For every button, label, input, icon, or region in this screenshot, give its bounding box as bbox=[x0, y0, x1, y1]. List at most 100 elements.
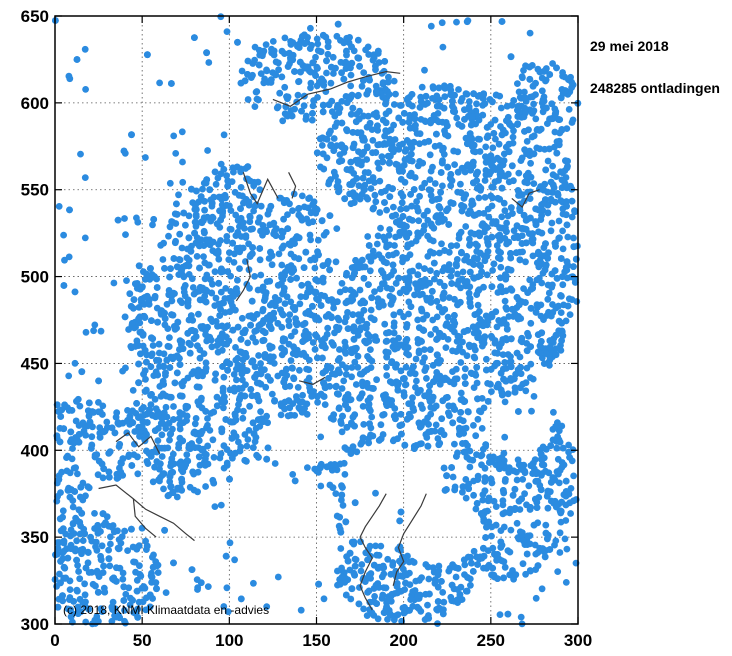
discharge-point bbox=[465, 98, 473, 105]
discharge-point bbox=[274, 320, 282, 327]
discharge-point bbox=[446, 82, 454, 90]
discharge-point bbox=[486, 453, 493, 461]
discharge-point bbox=[505, 464, 513, 472]
discharge-point bbox=[564, 302, 572, 310]
discharge-point bbox=[400, 375, 407, 382]
discharge-point bbox=[202, 179, 210, 187]
discharge-point bbox=[361, 186, 368, 194]
discharge-point bbox=[501, 297, 509, 305]
discharge-point bbox=[447, 273, 455, 280]
discharge-point bbox=[453, 338, 461, 345]
discharge-point bbox=[349, 104, 357, 112]
discharge-point bbox=[463, 18, 471, 26]
discharge-point bbox=[462, 494, 470, 502]
discharge-point bbox=[227, 288, 235, 295]
discharge-point bbox=[400, 392, 408, 400]
discharge-point bbox=[133, 400, 141, 407]
discharge-point bbox=[170, 559, 177, 567]
discharge-point bbox=[162, 425, 170, 432]
discharge-point bbox=[519, 476, 527, 483]
discharge-point bbox=[191, 34, 198, 41]
discharge-point bbox=[108, 617, 116, 625]
discharge-point bbox=[552, 351, 560, 359]
discharge-point bbox=[422, 561, 430, 568]
discharge-point bbox=[396, 228, 404, 236]
discharge-point bbox=[354, 364, 362, 371]
discharge-point bbox=[364, 169, 372, 177]
discharge-point bbox=[202, 483, 210, 490]
discharge-point bbox=[562, 477, 570, 485]
discharge-point bbox=[389, 294, 397, 302]
discharge-point bbox=[330, 70, 337, 77]
discharge-point bbox=[234, 38, 241, 46]
discharge-point bbox=[75, 431, 83, 438]
discharge-point bbox=[354, 352, 362, 360]
discharge-point bbox=[536, 145, 544, 153]
discharge-point bbox=[432, 325, 439, 333]
discharge-point bbox=[88, 568, 96, 576]
discharge-point bbox=[251, 103, 259, 110]
discharge-point bbox=[480, 544, 487, 552]
discharge-point bbox=[239, 414, 247, 422]
discharge-point bbox=[57, 489, 64, 496]
discharge-point bbox=[198, 446, 206, 454]
discharge-point bbox=[392, 90, 399, 98]
discharge-point bbox=[139, 332, 147, 339]
discharge-point bbox=[237, 205, 244, 213]
discharge-point bbox=[532, 115, 540, 123]
discharge-point bbox=[210, 454, 218, 461]
discharge-point bbox=[135, 262, 143, 270]
discharge-point bbox=[192, 415, 200, 422]
discharge-point bbox=[327, 414, 335, 422]
discharge-point bbox=[60, 282, 68, 289]
discharge-point bbox=[340, 377, 348, 385]
discharge-point bbox=[488, 283, 496, 290]
discharge-point bbox=[546, 356, 554, 363]
discharge-point bbox=[461, 365, 469, 373]
discharge-point bbox=[499, 487, 507, 494]
discharge-point bbox=[381, 132, 388, 140]
discharge-point bbox=[195, 453, 203, 461]
discharge-point bbox=[151, 293, 159, 300]
discharge-point bbox=[324, 324, 332, 332]
discharge-point bbox=[155, 349, 163, 357]
discharge-point bbox=[342, 343, 349, 350]
discharge-point bbox=[220, 603, 228, 610]
discharge-point bbox=[432, 402, 440, 410]
discharge-point bbox=[466, 463, 474, 471]
discharge-point bbox=[343, 269, 350, 277]
discharge-point bbox=[325, 374, 332, 382]
discharge-point bbox=[369, 137, 377, 144]
discharge-point bbox=[482, 143, 490, 151]
discharge-point bbox=[485, 518, 493, 526]
discharge-point bbox=[378, 153, 386, 161]
discharge-point bbox=[559, 281, 567, 289]
discharge-point bbox=[82, 492, 89, 500]
discharge-point bbox=[497, 340, 505, 347]
discharge-point bbox=[352, 556, 360, 564]
discharge-point bbox=[476, 261, 483, 269]
discharge-point bbox=[147, 363, 155, 371]
discharge-point bbox=[307, 84, 314, 92]
discharge-point bbox=[461, 448, 469, 456]
discharge-point bbox=[328, 63, 335, 71]
discharge-point bbox=[173, 493, 181, 501]
discharge-point bbox=[66, 206, 73, 214]
discharge-point bbox=[139, 283, 146, 290]
discharge-point bbox=[158, 431, 166, 439]
discharge-point bbox=[306, 231, 314, 239]
discharge-point bbox=[475, 286, 483, 294]
discharge-point bbox=[441, 93, 449, 101]
discharge-point bbox=[498, 391, 506, 399]
discharge-point bbox=[269, 38, 277, 45]
discharge-point bbox=[79, 537, 87, 544]
discharge-point bbox=[227, 298, 235, 306]
discharge-point bbox=[409, 394, 416, 402]
discharge-point bbox=[501, 359, 509, 366]
discharge-point bbox=[539, 200, 547, 208]
discharge-point bbox=[323, 57, 330, 65]
discharge-point bbox=[134, 613, 142, 621]
discharge-point bbox=[406, 139, 414, 147]
discharge-point bbox=[466, 130, 474, 138]
discharge-point bbox=[339, 412, 346, 420]
